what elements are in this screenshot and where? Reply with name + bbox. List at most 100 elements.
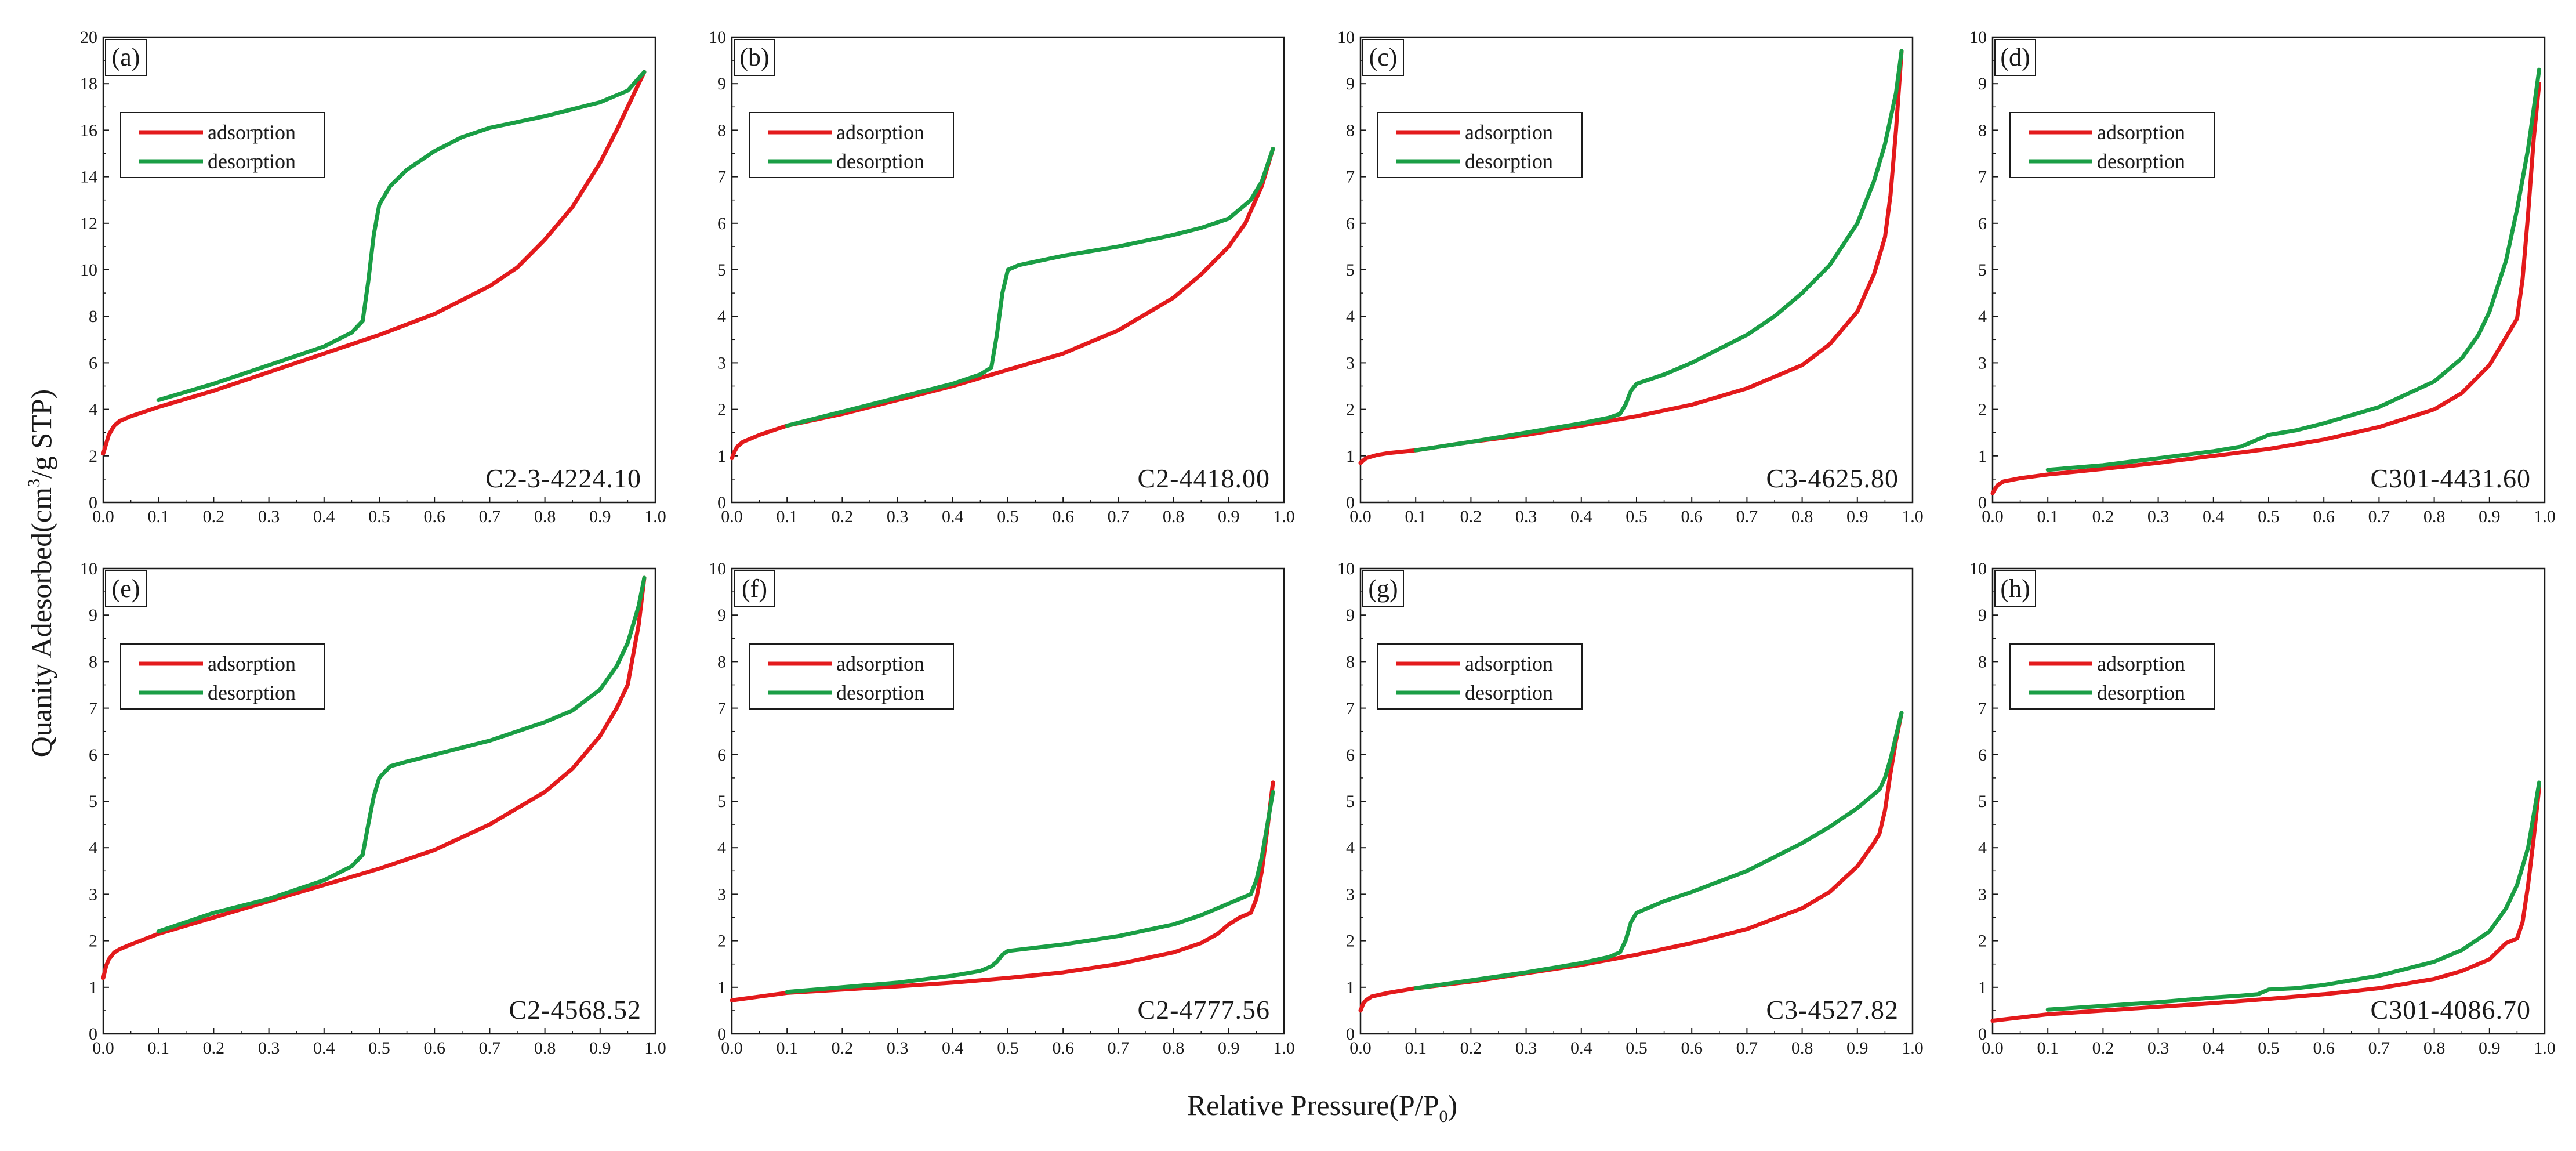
y-tick-label: 0	[89, 493, 97, 512]
adsorption-curve	[730, 147, 1275, 461]
x-tick-label: 0.0	[1349, 1038, 1372, 1058]
y-tick-label: 2	[717, 400, 726, 419]
y-tick-label: 10	[1337, 28, 1355, 47]
x-tick-label: 0.6	[1681, 507, 1703, 526]
x-tick-label: 0.9	[1218, 1038, 1240, 1058]
desorption-curve	[1413, 711, 1904, 990]
x-tick-label: 0.8	[1791, 1038, 1813, 1058]
sample-label: C2-4568.52	[509, 995, 642, 1025]
x-tick-label: 1.0	[1902, 1038, 1924, 1058]
desorption-curve	[1413, 49, 1904, 453]
legend-box	[1377, 112, 1583, 178]
x-tick-label: 0.3	[258, 1038, 280, 1058]
y-tick-label: 6	[89, 353, 97, 372]
y-tick-label: 3	[1978, 885, 1987, 904]
y-tick-label: 6	[1346, 745, 1355, 765]
x-tick-label: 0.4	[313, 507, 335, 526]
x-tick-label: 0.4	[1570, 507, 1592, 526]
y-tick-label: 12	[80, 214, 97, 233]
x-tick-label: 0.7	[2368, 1038, 2390, 1058]
y-tick-label: 7	[89, 699, 97, 718]
y-tick-label: 2	[717, 932, 726, 951]
x-tick-label: 0.2	[2092, 507, 2114, 526]
legend-box	[1377, 643, 1583, 710]
y-tick-label: 2	[89, 447, 97, 466]
legend-desorption-label: desorption	[836, 150, 924, 173]
x-tick-label: 1.0	[644, 507, 666, 526]
x-tick-label: 0.3	[2147, 1038, 2169, 1058]
y-tick-label: 0	[1978, 1025, 1987, 1044]
x-tick-label: 0.8	[534, 1038, 556, 1058]
y-tick-label: 3	[717, 353, 726, 372]
x-axis-title: Relative Pressure(P/P0)	[1187, 1089, 1457, 1126]
x-tick-label: 0.9	[589, 1038, 611, 1058]
y-tick-label: 2	[89, 932, 97, 951]
x-tick-label: 0.5	[1626, 507, 1648, 526]
panel-tag-box	[105, 570, 147, 607]
plot-frame	[1359, 567, 1914, 1035]
y-tick-label: 5	[1346, 792, 1355, 811]
y-tick-label: 3	[717, 885, 726, 904]
legend-adsorption-label: adsorption	[836, 121, 924, 144]
x-tick-label: 0.3	[2147, 507, 2169, 526]
y-tick-label: 7	[1978, 168, 1987, 187]
panel-a: 0.0 0.1 0.2 0.3 0.4 0.5 0.6 0.7 0.8 0.9 1.0 0 2 4 6 8 10…	[80, 28, 666, 526]
y-tick-label: 4	[1978, 838, 1987, 857]
y-tick-label: 8	[717, 652, 726, 671]
plot-frame	[102, 567, 656, 1035]
sample-label: C2-4777.56	[1138, 995, 1271, 1025]
x-tick-label: 0.8	[1163, 1038, 1185, 1058]
y-tick-label: 1	[1346, 447, 1355, 466]
y-tick-label: 5	[717, 260, 726, 280]
x-tick-label: 0.7	[1736, 507, 1758, 526]
legend-box	[749, 112, 954, 178]
panel-tag-box	[1362, 570, 1404, 607]
legend-box	[120, 643, 325, 710]
legend-adsorption-label: adsorption	[2097, 652, 2185, 675]
y-tick-label: 4	[89, 838, 97, 857]
x-tick-label: 0.0	[1982, 1038, 2004, 1058]
sample-label: C301-4086.70	[2371, 995, 2531, 1025]
x-tick-label: 0.2	[1460, 507, 1482, 526]
panel-b: 0.0 0.1 0.2 0.3 0.4 0.5 0.6 0.7 0.8 0.9 1.0 0 1 2 3 4 5 6…	[709, 28, 1295, 526]
x-tick-label: 0.9	[1846, 507, 1868, 526]
y-tick-label: 0	[717, 1025, 726, 1044]
adsorption-curve	[1990, 81, 2541, 495]
y-tick-label: 0	[717, 493, 726, 512]
x-tick-label: 0.0	[92, 1038, 114, 1058]
adsorption-curve	[730, 780, 1275, 1002]
y-tick-label: 8	[1978, 121, 1987, 140]
y-tick-label: 14	[80, 168, 97, 187]
x-tick-label: 0.4	[942, 507, 964, 526]
y-tick-label: 2	[1346, 400, 1355, 419]
y-tick-label: 6	[1978, 214, 1987, 233]
y-tick-label: 9	[1346, 74, 1355, 93]
y-tick-label: 9	[717, 74, 726, 93]
y-tick-label: 10	[1969, 28, 1987, 47]
y-axis-title-main: Quanity Adesorbed(cm	[25, 487, 57, 757]
x-tick-label: 0.8	[1791, 507, 1813, 526]
y-tick-label: 1	[1978, 978, 1987, 997]
legend-box	[749, 643, 954, 710]
legend-desorption-label: desorption	[208, 681, 296, 704]
panel-tag: (d)	[2000, 43, 2030, 71]
y-tick-label: 9	[1978, 606, 1987, 625]
y-tick-label: 3	[1346, 885, 1355, 904]
y-axis-title-sup: 3	[24, 479, 43, 487]
x-tick-label: 0.1	[147, 1038, 169, 1058]
y-tick-label: 1	[1346, 978, 1355, 997]
x-tick-label: 0.2	[2092, 1038, 2114, 1058]
legend-adsorption-label: adsorption	[1465, 121, 1553, 144]
desorption-curve	[2045, 780, 2541, 1012]
y-tick-label: 6	[1346, 214, 1355, 233]
x-tick-label: 0.1	[147, 507, 169, 526]
x-tick-label: 0.3	[887, 1038, 909, 1058]
y-tick-label: 6	[89, 745, 97, 765]
x-tick-label: 0.5	[368, 1038, 390, 1058]
y-tick-label: 4	[717, 307, 726, 326]
x-axis-title-sub: 0	[1439, 1107, 1448, 1126]
legend-box	[120, 112, 325, 178]
x-tick-label: 1.0	[2534, 1038, 2556, 1058]
